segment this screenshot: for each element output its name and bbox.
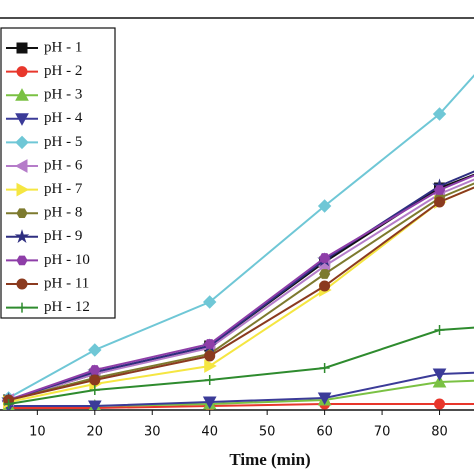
marker [319,269,331,279]
x-tick-label: 40 [201,425,218,440]
marker [319,253,331,263]
marker [433,185,446,195]
series-line [8,74,474,399]
marker [204,350,216,362]
marker [16,42,28,54]
marker [89,365,101,375]
legend-label: pH - 3 [44,87,82,103]
plot-area [1,74,474,410]
x-tick-label: 30 [144,425,161,440]
legend-label: pH - 6 [44,157,83,173]
series-line [8,403,474,409]
series-line [8,186,474,401]
legend-label: pH - 5 [44,134,82,150]
marker [434,325,445,335]
series-line [8,326,474,405]
legend-label: pH - 9 [44,228,82,244]
marker [87,400,102,410]
legend-label: pH - 1 [44,39,82,55]
marker [15,135,29,150]
marker [203,295,217,309]
marker [89,374,101,386]
marker [88,343,102,357]
x-tick-label: 80 [431,425,448,440]
x-tick-label: 50 [259,425,276,440]
series-line [8,174,474,401]
legend-label: pH - 10 [44,252,90,268]
legend-label: pH - 8 [44,205,82,221]
series-line [8,371,474,407]
marker [17,302,27,313]
x-axis-label: Time (min) [229,450,310,469]
marker [432,368,447,382]
marker [89,385,100,395]
marker [434,196,446,208]
marker [432,107,447,121]
series-line [8,178,474,401]
marker [432,374,447,388]
marker [319,363,330,373]
marker [434,398,446,410]
marker [14,229,30,243]
marker [317,392,332,406]
legend-label: pH - 7 [44,181,83,197]
marker [16,255,28,266]
marker [202,396,217,410]
marker [15,88,29,101]
marker [16,66,28,78]
x-tick-label: 20 [87,425,104,440]
legend-label: pH - 4 [44,110,83,126]
marker [16,208,28,219]
marker [14,159,28,173]
marker [317,199,332,213]
marker [204,375,215,385]
marker [3,399,14,409]
marker [16,182,30,197]
marker [15,113,29,126]
legend-label: pH - 11 [44,275,89,291]
marker [204,339,216,349]
x-tick-label: 10 [29,425,46,440]
marker [204,359,217,373]
x-tick-label: 70 [374,425,391,440]
legend-label: pH - 2 [44,63,82,79]
marker [319,280,331,292]
x-tick-label: 60 [316,425,333,440]
legend-label: pH - 12 [44,299,90,315]
series-line [8,182,474,401]
marker [16,278,28,290]
series-line [8,170,474,401]
